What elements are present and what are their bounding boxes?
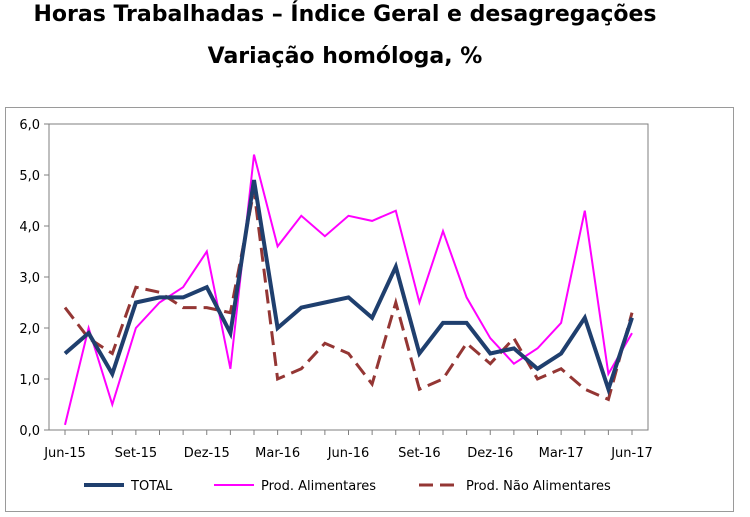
y-tick-label: 5,0 bbox=[19, 169, 40, 184]
y-tick-label: 1,0 bbox=[19, 373, 40, 388]
x-tick-label: Set-15 bbox=[115, 446, 158, 461]
y-tick-label: 0,0 bbox=[19, 424, 40, 439]
series-line-1 bbox=[63, 179, 634, 396]
legend-label-3: Prod. Não Alimentares bbox=[466, 479, 611, 494]
legend-label-2: Prod. Alimentares bbox=[261, 479, 376, 494]
x-tick-label: Mar-17 bbox=[539, 446, 584, 461]
x-tick-label: Jun-16 bbox=[327, 446, 370, 461]
y-tick-label: 2,0 bbox=[19, 322, 40, 337]
x-tick-label: Dez-15 bbox=[184, 446, 230, 461]
x-tick-label: Set-16 bbox=[398, 446, 441, 461]
y-tick-label: 3,0 bbox=[19, 271, 40, 286]
x-axis: Jun-15 Set-15 Dez-15 Mar-16 Jun-16 Set-16 Dez-… bbox=[43, 430, 653, 461]
chart-title: Horas Trabalhadas – Índice Geral e desag… bbox=[33, 2, 657, 27]
y-tick-label: 4,0 bbox=[19, 220, 40, 235]
x-tick-label: Jun-15 bbox=[43, 446, 86, 461]
legend-label-1: TOTAL bbox=[130, 479, 173, 494]
x-tick-label: Jun-17 bbox=[610, 446, 653, 461]
chart-area bbox=[5, 107, 734, 512]
series-line-3 bbox=[63, 190, 634, 402]
y-axis: 0,0 1,0 2,0 3,0 4,0 5,0 6,0 bbox=[19, 118, 49, 439]
series-layer bbox=[63, 154, 634, 426]
x-tick-label: Dez-16 bbox=[467, 446, 513, 461]
chart-subtitle: Variação homóloga, % bbox=[207, 44, 483, 69]
x-tick-label: Mar-16 bbox=[255, 446, 300, 461]
legend: TOTAL Prod. Alimentares Prod. Não Alimenta… bbox=[84, 479, 611, 494]
y-tick-label: 6,0 bbox=[19, 118, 40, 133]
plot-area bbox=[48, 123, 649, 431]
